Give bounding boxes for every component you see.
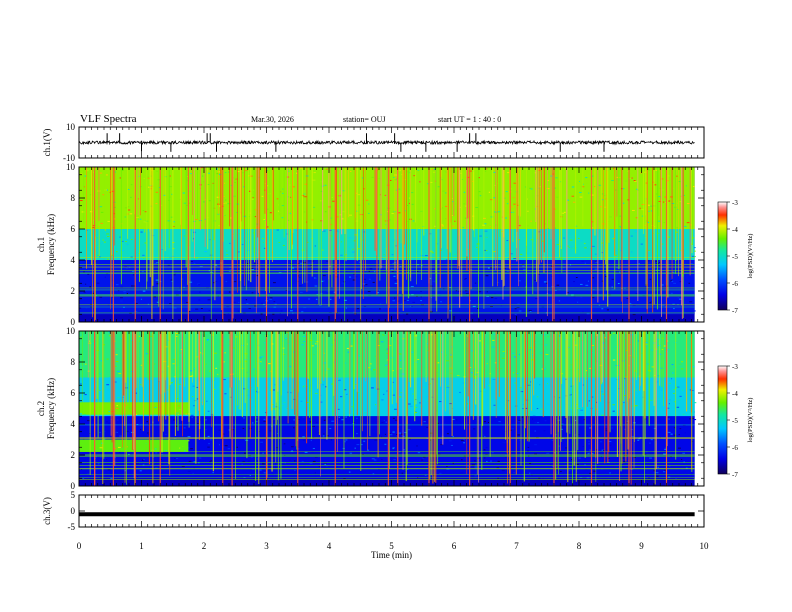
- ch3-ylabel: ch.3(V): [42, 497, 52, 525]
- ch1-ylabel-frequency: Frequency (kHz): [46, 214, 56, 275]
- ch2-ytick-10: 10: [66, 326, 76, 336]
- ch2-ytick-4: 4: [71, 419, 76, 429]
- ch2-ylabel-frequency: Frequency (kHz): [46, 378, 56, 439]
- ch1-ytick-10: 10: [66, 122, 76, 132]
- ch2-colorbar-tick--5: -5: [732, 417, 738, 425]
- ch1-colorbar-tick--5: -5: [732, 253, 738, 261]
- xtick-0: 0: [77, 541, 82, 551]
- ch2-ytick-8: 8: [71, 357, 76, 367]
- heatmap-region-0: [79, 331, 695, 378]
- ch2-colorbar-tick--4: -4: [732, 390, 738, 398]
- ch1-waveform-line: [78, 139, 695, 146]
- ch1-colorbar: [717, 201, 728, 311]
- xtick-4: 4: [327, 541, 332, 551]
- ch1-ylabel-channel: ch.1: [36, 237, 46, 252]
- xtick-9: 9: [639, 541, 644, 551]
- ch2-colorbar-label: log(PSD)(V²/Hz): [747, 398, 754, 443]
- start-ut-label: start UT = 1 : 40 : 0: [438, 115, 502, 124]
- ch1-colorbar-tick--4: -4: [732, 226, 738, 234]
- ch2-colorbar-tick--6: -6: [732, 444, 738, 452]
- ch2-colorbar: [717, 365, 728, 475]
- xtick-8: 8: [577, 541, 582, 551]
- xtick-6: 6: [452, 541, 457, 551]
- ch1-colorbar-label: log(PSD)(V²/Hz): [747, 234, 754, 279]
- xtick-3: 3: [264, 541, 269, 551]
- x-axis-label: Time (min): [371, 550, 412, 560]
- ch1-ytick-8: 8: [71, 193, 76, 203]
- ch3-spectrogram-heatmap: [79, 331, 697, 486]
- date-label: Mar.30, 2026: [251, 115, 294, 124]
- ch3-ytick-0: 0: [71, 506, 76, 516]
- ch2-ytick-2: 2: [71, 450, 76, 460]
- ch2-spectrogram-heatmap: [79, 167, 696, 322]
- xtick-2: 2: [202, 541, 207, 551]
- ch1-ytick-2: 2: [71, 286, 76, 296]
- ch3-ytick-5: 5: [71, 490, 76, 500]
- ch2-ytick-6: 6: [71, 388, 76, 398]
- ch2-colorbar-tick--7: -7: [732, 471, 738, 479]
- ch1-ytick-10: 10: [66, 162, 76, 172]
- station-label: station= OUJ: [343, 115, 386, 124]
- xtick-10: 10: [700, 541, 710, 551]
- ch1-ytick-6: 6: [71, 224, 76, 234]
- ch3-ytick-neg5: -5: [68, 522, 76, 532]
- figure-title: VLF Spectra: [80, 113, 137, 125]
- xtick-5: 5: [389, 541, 394, 551]
- ch1-ytick-0: 0: [71, 317, 76, 327]
- ch1-colorbar-tick--6: -6: [732, 280, 738, 288]
- ch1-colorbar-tick--7: -7: [732, 307, 738, 315]
- ch1-ytick-4: 4: [71, 255, 76, 265]
- ch2-colorbar-tick--3: -3: [732, 363, 738, 371]
- ch2-ytick-0: 0: [71, 481, 76, 491]
- ch2-ylabel-channel: ch.2: [36, 401, 46, 416]
- ch1-ytick-neg10: -10: [63, 153, 75, 163]
- ch1-colorbar-tick--3: -3: [732, 199, 738, 207]
- ch1-ylabel: ch.1(V): [42, 129, 52, 157]
- xtick-1: 1: [139, 541, 144, 551]
- xtick-7: 7: [514, 541, 519, 551]
